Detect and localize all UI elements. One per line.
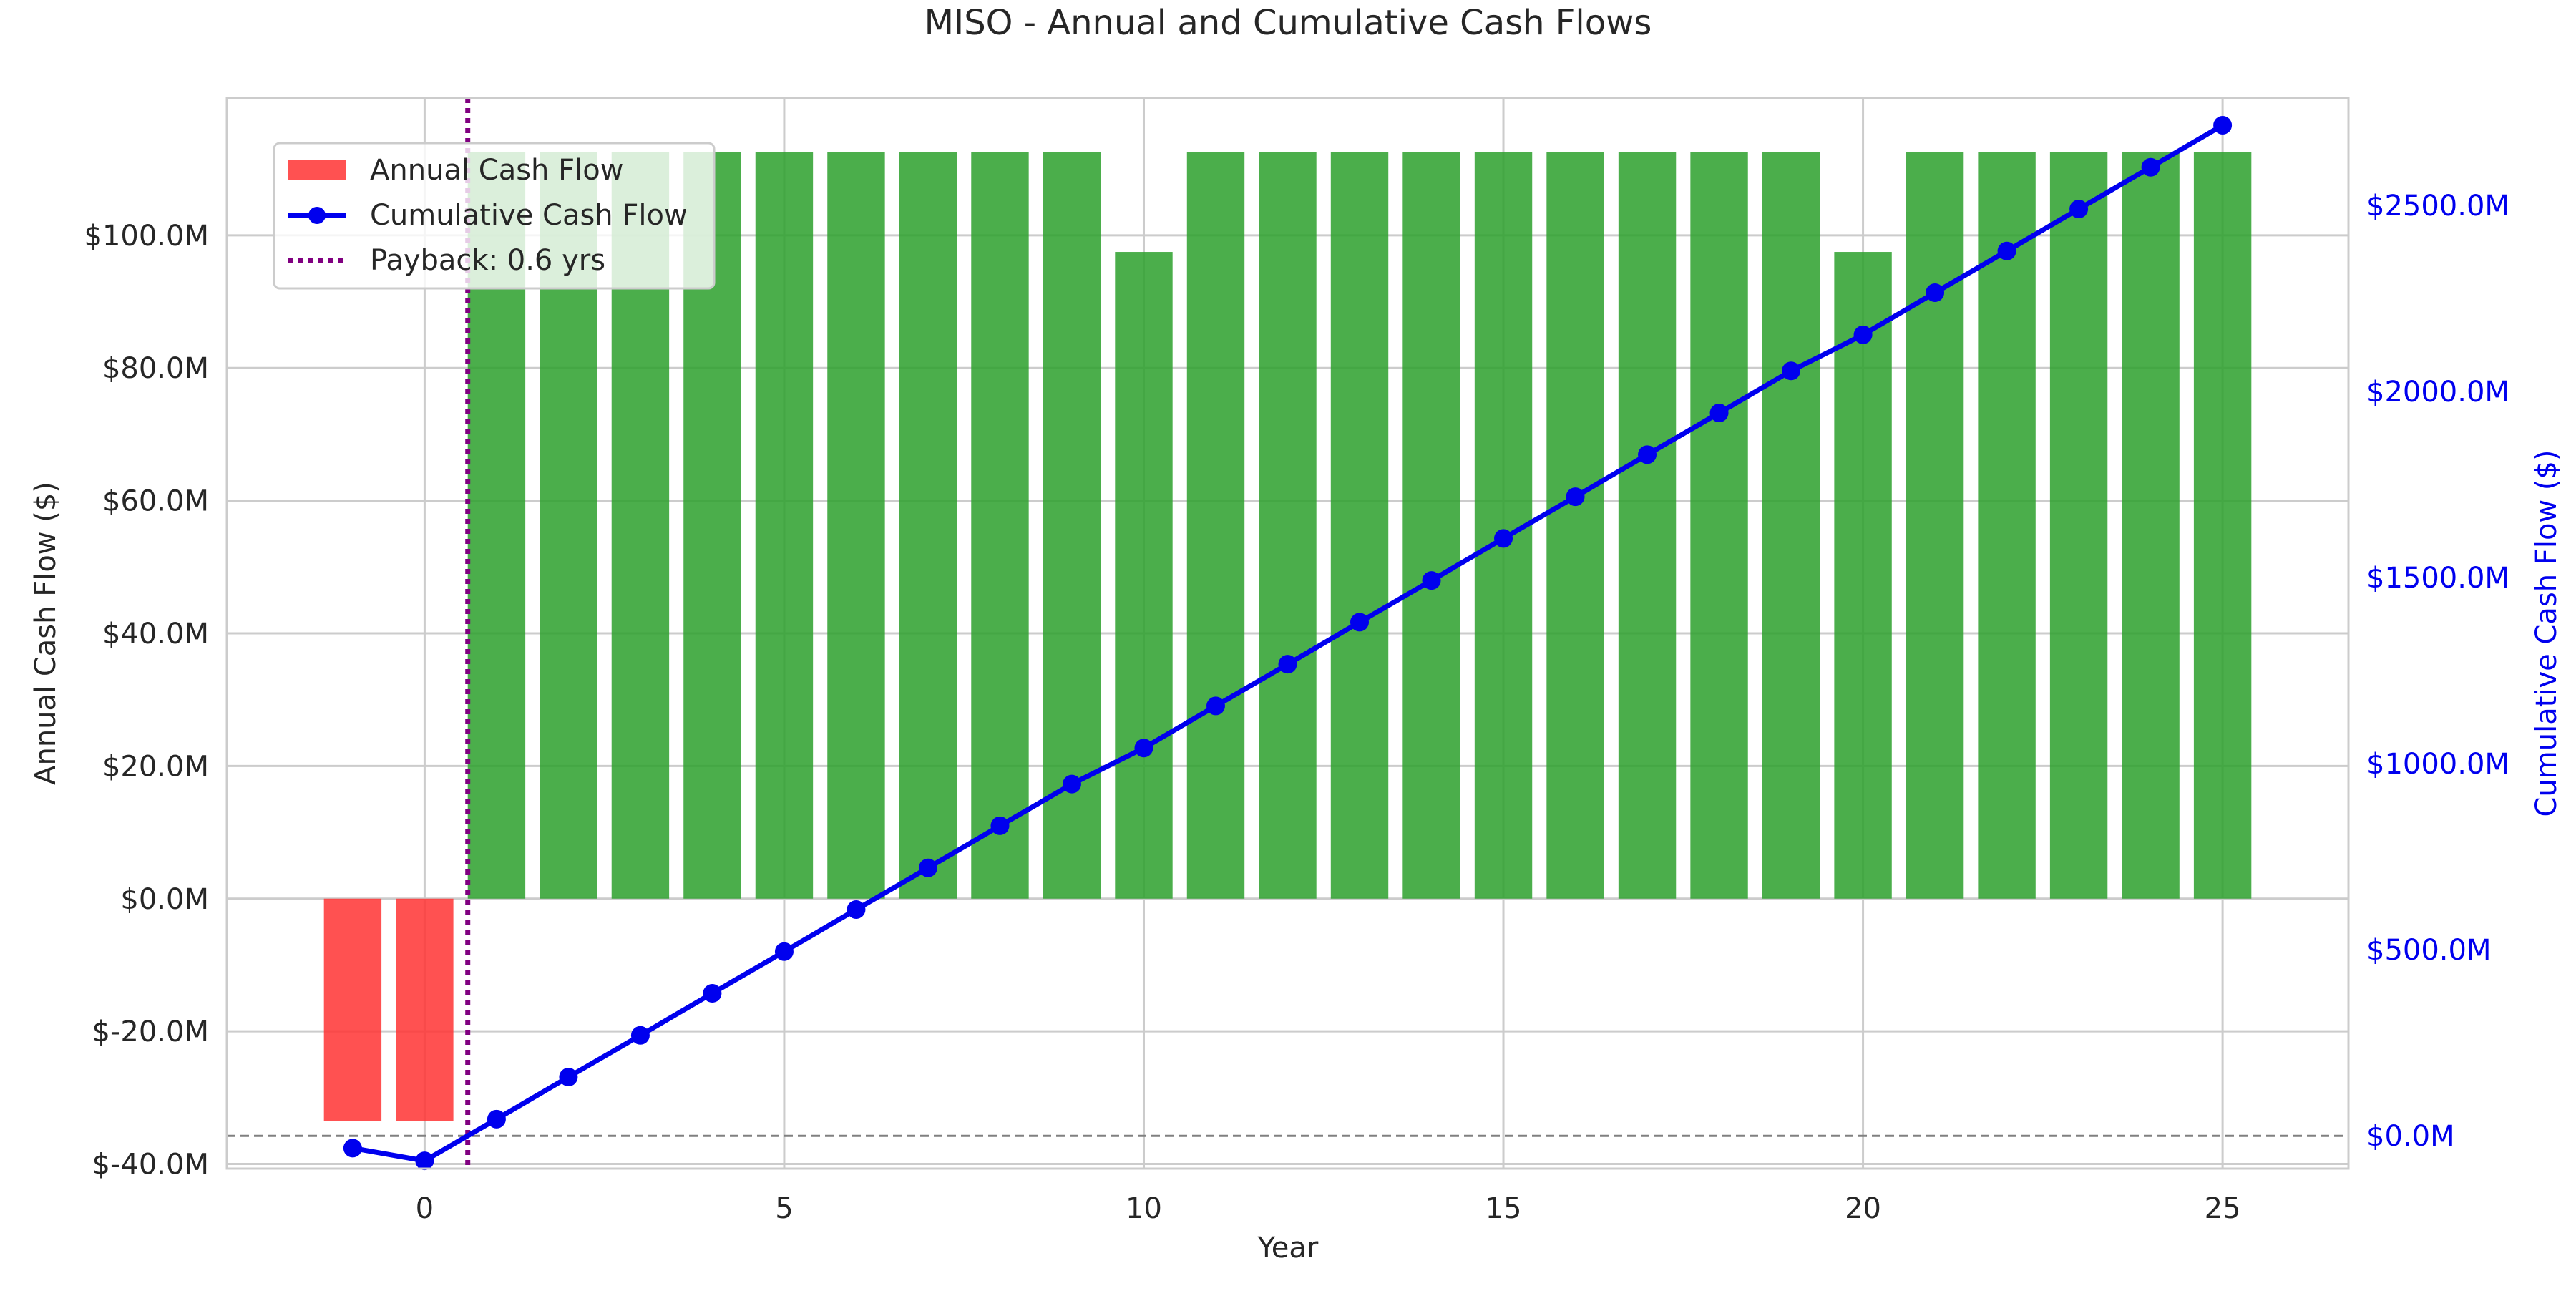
annual-cash-flow-bar xyxy=(1259,152,1317,899)
plot-frame xyxy=(225,97,2350,1170)
y-tick-label-left: $80.0M xyxy=(102,352,209,385)
y-tick-label-left: $60.0M xyxy=(102,485,209,518)
annual-cash-flow-bar xyxy=(396,898,454,1121)
annual-cash-flow-bar xyxy=(1402,152,1460,899)
cumulative-point xyxy=(1997,241,2016,260)
legend-marker-swatch xyxy=(308,207,326,224)
reference-lines xyxy=(227,98,2348,1169)
y-tick-label-right: $0.0M xyxy=(2366,1120,2455,1153)
y-tick-label-right: $2000.0M xyxy=(2366,376,2509,409)
cumulative-point xyxy=(415,1151,434,1171)
cumulative-point xyxy=(703,984,722,1003)
legend-label-cumulative: Cumulative Cash Flow xyxy=(370,199,688,232)
cumulative-point xyxy=(2069,200,2089,219)
chart-title: MISO - Annual and Cumulative Cash Flows xyxy=(924,3,1652,43)
annual-cash-flow-bar xyxy=(1762,152,1820,899)
cumulative-point xyxy=(1422,571,1441,590)
x-tick-label: 15 xyxy=(1485,1192,1522,1225)
y-tick-label-left: $-20.0M xyxy=(92,1015,209,1048)
legend-label-payback: Payback: 0.6 yrs xyxy=(370,244,605,277)
annual-cash-flow-bar xyxy=(2122,152,2180,899)
y-axis-label-left: Annual Cash Flow ($) xyxy=(29,482,62,785)
cumulative-point xyxy=(2213,115,2233,135)
annual-cash-flow-bar xyxy=(827,152,885,899)
y-tick-label-right: $1000.0M xyxy=(2366,748,2509,781)
y-tick-label-left: $20.0M xyxy=(102,750,209,783)
y-tick-label-left: $40.0M xyxy=(102,618,209,651)
cumulative-point xyxy=(847,900,866,919)
cumulative-point xyxy=(990,816,1010,835)
y-tick-label-right: $500.0M xyxy=(2366,934,2491,967)
cumulative-point xyxy=(630,1026,650,1045)
y-tick-label-right: $1500.0M xyxy=(2366,562,2509,595)
cumulative-point xyxy=(1062,774,1081,794)
annual-cash-flow-bar xyxy=(1186,152,1245,899)
y-tick-label-left: $100.0M xyxy=(84,220,209,253)
cumulative-point xyxy=(918,858,937,877)
cumulative-point xyxy=(1926,283,1945,303)
cumulative-point xyxy=(774,942,794,961)
annual-cash-flow-bar xyxy=(1330,152,1389,899)
cumulative-point xyxy=(1709,404,1729,423)
annual-cash-flow-bar xyxy=(1834,252,1892,899)
annual-cash-flow-bar xyxy=(971,152,1029,899)
x-tick-label: 0 xyxy=(416,1192,434,1225)
cumulative-point xyxy=(1206,696,1225,716)
x-tick-label: 20 xyxy=(1845,1192,1881,1225)
annual-bars xyxy=(323,152,2252,1121)
y-ticks-left: $-40.0M $-20.0M $0.0M $20.0M $40.0M $60.0M $80… xyxy=(84,220,209,1182)
y-ticks-right: $0.0M $500.0M $1000.0M $1500.0M $2000.0M $250… xyxy=(2366,190,2509,1153)
annual-cash-flow-bar xyxy=(899,152,957,899)
annual-cash-flow-bar xyxy=(1618,152,1677,899)
cumulative-line xyxy=(343,115,2233,1171)
legend-label-annual: Annual Cash Flow xyxy=(370,154,623,187)
annual-cash-flow-bar xyxy=(323,898,382,1121)
cumulative-point xyxy=(487,1109,506,1129)
y-tick-label-left: $0.0M xyxy=(120,883,209,916)
x-tick-label: 10 xyxy=(1126,1192,1162,1225)
x-tick-label: 5 xyxy=(775,1192,793,1225)
annual-cash-flow-bar xyxy=(1690,152,1748,899)
cumulative-point xyxy=(1350,613,1370,632)
annual-cash-flow-bar xyxy=(1978,152,2036,899)
annual-cash-flow-bar xyxy=(1546,152,1604,899)
cumulative-point xyxy=(1782,361,1801,381)
cumulative-point xyxy=(1638,445,1657,464)
legend-bar-swatch xyxy=(288,160,346,180)
cumulative-point xyxy=(343,1139,362,1158)
legend-box xyxy=(273,142,716,290)
cumulative-point xyxy=(1494,529,1513,548)
y-tick-label-left: $-40.0M xyxy=(92,1149,209,1182)
legend: Annual Cash Flow Cumulative Cash Flow Pa… xyxy=(273,142,716,290)
x-tick-label: 25 xyxy=(2205,1192,2241,1225)
annual-cash-flow-bar xyxy=(755,152,814,899)
cumulative-point xyxy=(559,1068,578,1087)
cumulative-point xyxy=(2141,157,2160,177)
cumulative-point xyxy=(1134,739,1153,758)
annual-cash-flow-bar xyxy=(1115,252,1173,899)
y-tick-label-right: $2500.0M xyxy=(2366,190,2509,223)
cumulative-point xyxy=(1853,325,1873,344)
y-axis-label-right: Cumulative Cash Flow ($) xyxy=(2530,449,2563,817)
x-axis-label: Year xyxy=(1257,1232,1319,1265)
cumulative-point xyxy=(1566,487,1585,507)
annual-cash-flow-bar xyxy=(1906,152,1964,899)
annual-cash-flow-bar xyxy=(2193,152,2252,899)
annual-cash-flow-bar xyxy=(2049,152,2108,899)
cumulative-point xyxy=(1278,655,1297,674)
x-ticks: 0 5 10 15 20 25 xyxy=(416,1192,2241,1225)
